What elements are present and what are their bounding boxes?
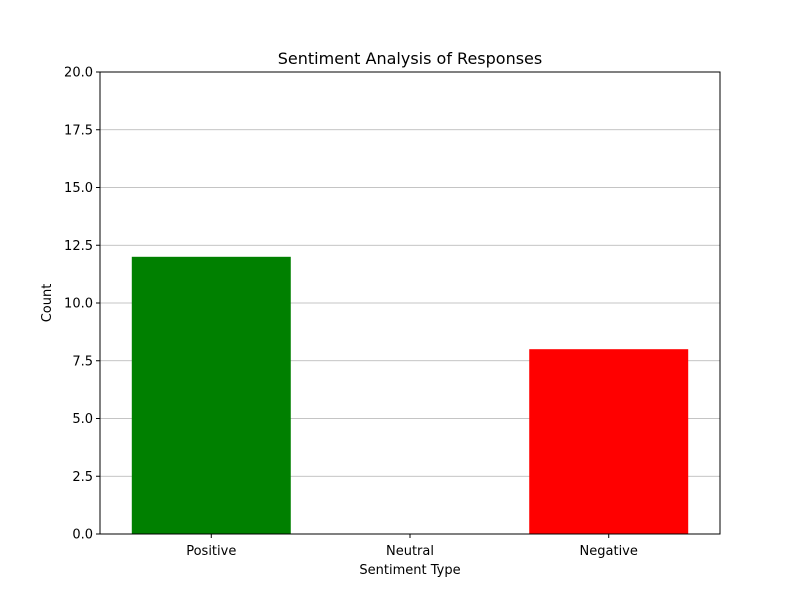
y-tick-label: 2.5 [72,470,93,485]
x-tick-layer: Positive Neutral Negative [186,534,638,559]
y-tick-layer: 0.0 2.5 5.0 7.5 10.0 12.5 15.0 17.5 20.0 [64,66,100,543]
y-tick-label: 15.0 [64,181,93,196]
y-tick-label: 12.5 [64,239,93,254]
y-axis-label: Count [40,284,55,323]
x-axis-label: Sentiment Type [359,563,460,578]
y-tick-label: 0.0 [72,528,93,543]
y-tick-label: 10.0 [64,297,93,312]
x-tick-label: Positive [186,544,236,559]
x-tick-label: Negative [580,544,638,559]
y-tick-label: 7.5 [72,354,93,369]
y-tick-label: 20.0 [64,66,93,81]
bar-layer [131,256,689,534]
chart-title: Sentiment Analysis of Responses [278,49,542,68]
x-tick-label: Neutral [386,544,434,559]
bar-positive [131,256,291,534]
y-tick-label: 17.5 [64,123,93,138]
y-tick-label: 5.0 [72,412,93,427]
bar-negative [529,349,689,534]
